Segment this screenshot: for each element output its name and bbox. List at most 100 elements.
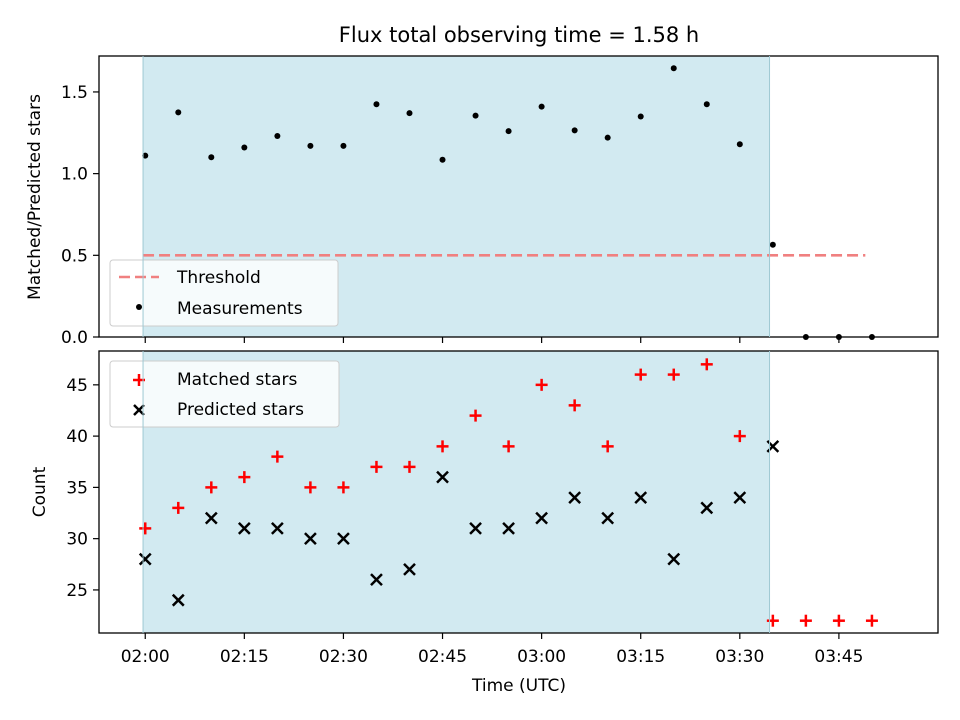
measurement-point [637, 113, 644, 120]
predicted-star-point [304, 532, 317, 546]
measurement-point [769, 241, 776, 248]
predicted-star-point [535, 511, 549, 525]
top-legend-box [109, 259, 339, 327]
top-y-axis-label: Matched/Predicted stars [25, 94, 45, 300]
matched-star-point [502, 440, 515, 453]
predicted-star-point [403, 563, 416, 576]
matched-stars-legend-label: Matched stars [177, 370, 297, 390]
matched-star-point [601, 440, 614, 453]
predicted-star-point [568, 491, 582, 505]
matched-star-point [766, 614, 779, 627]
matched-star-point [205, 481, 218, 494]
measurement-point [142, 152, 149, 159]
bottom-y-axis-label: Count [30, 466, 50, 517]
matched-star-point [172, 501, 185, 514]
predicted-star-point [502, 522, 515, 535]
y-tick-label: 1.5 [61, 83, 88, 103]
predicted-star-point [337, 532, 350, 546]
matched-star-point [370, 460, 383, 473]
measurement-point [472, 112, 479, 119]
measurement-point [274, 133, 281, 140]
measurement-point [670, 65, 677, 72]
top-y-axis-ticks: 0.0 0.5 1.0 1.5 [61, 83, 99, 348]
y-tick-label: 0.0 [61, 328, 88, 348]
predicted-star-point [204, 511, 218, 525]
matched-star-point [535, 378, 548, 391]
predicted-star-point [436, 470, 449, 484]
threshold-legend-label: Threshold [176, 268, 261, 288]
predicted-star-point [138, 552, 152, 566]
top-plot-frame [98, 55, 939, 338]
top-x-axis-ticks [144, 337, 840, 343]
matched-star-point [139, 522, 152, 535]
bottom-legend: Matched stars Predicted stars [109, 360, 340, 428]
y-tick-label: 0.5 [61, 246, 88, 266]
predicted-stars-legend-swatch [133, 404, 145, 416]
measurement-point [439, 156, 446, 163]
y-tick-label: 35 [66, 478, 88, 498]
predicted-star-point [634, 491, 648, 505]
predicted-star-point [733, 491, 747, 505]
matched-star-point [700, 358, 713, 371]
matched-star-point [568, 399, 581, 412]
x-tick-label: 03:30 [715, 647, 764, 667]
x-tick-label: 03:00 [517, 647, 566, 667]
x-tick-label: 03:15 [616, 647, 665, 667]
predicted-stars-legend-label: Predicted stars [177, 400, 304, 420]
measurement-point [538, 103, 545, 110]
x-tick-label: 02:45 [418, 647, 467, 667]
predicted-star-point [601, 511, 615, 525]
bottom-legend-box [109, 360, 340, 428]
matched-star-point [469, 409, 482, 422]
measurement-point [340, 142, 347, 149]
x-tick-label: 02:30 [319, 647, 368, 667]
predicted-star-point [237, 522, 251, 535]
bottom-plot-frame [98, 350, 939, 634]
predicted-star-point [667, 552, 681, 566]
measurement-point [307, 142, 314, 149]
bottom-panel: 25 30 35 40 45 02:00 02:15 02:30 02:45 03:00 03:1… [30, 350, 939, 696]
matched-star-point [403, 460, 416, 473]
measurement-point [208, 154, 215, 161]
top-legend: Threshold Measurements [109, 259, 339, 327]
measurement-point [736, 141, 743, 148]
y-tick-label: 45 [66, 376, 88, 396]
matched-star-point [733, 430, 746, 443]
predicted-star-point [370, 573, 383, 587]
bottom-y-axis-ticks: 25 30 35 40 45 [66, 376, 99, 601]
matched-star-point [304, 481, 317, 494]
bottom-points [138, 358, 878, 627]
y-tick-label: 1.0 [61, 165, 88, 185]
x-tick-label: 02:00 [121, 647, 170, 667]
predicted-star-point [700, 501, 714, 515]
measurement-point [175, 109, 182, 116]
matched-star-point [634, 368, 647, 381]
matched-star-point [799, 614, 812, 627]
measurement-points [142, 65, 875, 340]
matched-star-point [337, 481, 350, 494]
measurements-legend-swatch [136, 304, 142, 310]
x-tick-label: 02:15 [220, 647, 269, 667]
y-tick-label: 25 [66, 581, 88, 601]
matched-star-point [832, 614, 845, 627]
measurement-point [505, 128, 512, 135]
predicted-star-point [469, 522, 482, 535]
matched-star-point [436, 440, 449, 453]
x-axis-label: Time (UTC) [471, 676, 566, 696]
matched-star-point [271, 450, 284, 463]
predicted-star-point [270, 522, 284, 535]
matched-star-point [238, 471, 251, 484]
measurement-point [373, 101, 380, 108]
y-tick-label: 40 [66, 427, 88, 447]
measurement-point [241, 144, 248, 151]
x-tick-label: 03:45 [814, 647, 863, 667]
measurement-point [703, 101, 710, 108]
chart-title: Flux total observing time = 1.58 h [339, 23, 699, 47]
matched-star-point [865, 614, 878, 627]
top-panel: 0.0 0.5 1.0 1.5 Matched/Predicted stars Thr… [25, 55, 939, 348]
y-tick-label: 30 [66, 530, 88, 550]
measurement-point [571, 127, 578, 134]
measurement-point [406, 110, 413, 117]
measurements-legend-label: Measurements [177, 299, 303, 319]
